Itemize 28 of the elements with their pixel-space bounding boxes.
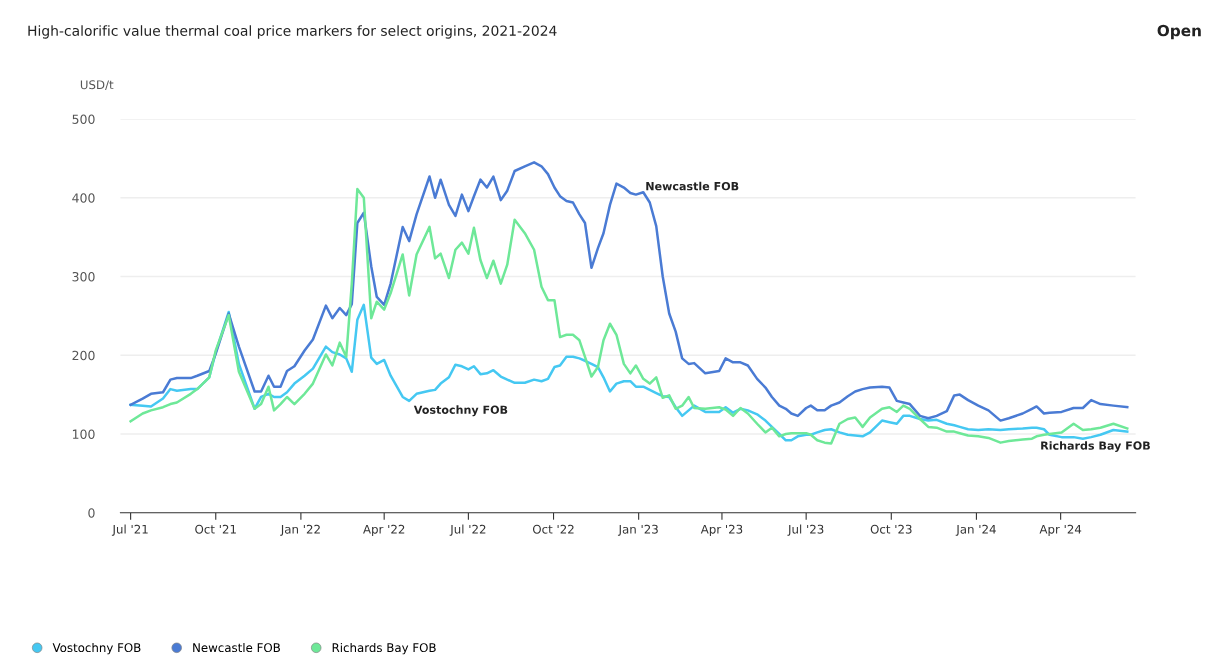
text: Richards Bay FOB	[1041, 441, 1150, 452]
x-tick-label: Jan '22	[280, 524, 320, 536]
legend-label: Newcastle FOB	[193, 642, 280, 653]
x-tick-label: Jul '22	[449, 524, 486, 536]
text: Vostochny FOB	[413, 405, 508, 417]
x-tick-label: Apr '22	[363, 524, 405, 536]
text: Newcastle FOB	[646, 181, 739, 191]
x-tick-label: Apr '24	[1039, 524, 1082, 536]
y-tick-label: 400	[72, 193, 95, 203]
y-axis-title: USD/t	[80, 80, 114, 91]
x-tick-label: Jan '24	[955, 524, 996, 536]
text: Open	[1157, 24, 1201, 40]
y-tick-label: 200	[72, 350, 95, 361]
x-tick-label: Oct '21	[195, 524, 236, 534]
x-tick-label: Jul '21	[111, 524, 148, 536]
x-tick-label: Apr '23	[700, 524, 743, 536]
legend-label: Vostochny FOB	[52, 642, 141, 655]
x-tick-label: Oct '23	[870, 524, 912, 534]
legend-label: Richards Bay FOB	[332, 642, 436, 655]
line-series	[129, 161, 1129, 422]
y-tick-label: 300	[72, 271, 95, 282]
x-tick-label: Jan '23	[617, 524, 658, 536]
y-tick-label: 500	[72, 114, 95, 124]
x-tick-label: Jul '23	[787, 524, 824, 536]
chart-title: High-calorific value thermal coal price markers for select origins, 2021-2024	[28, 25, 557, 39]
x-tick-label: Oct '22	[532, 524, 574, 534]
y-tick-label: 100	[72, 429, 95, 439]
y-tick-label: 0	[88, 508, 95, 518]
